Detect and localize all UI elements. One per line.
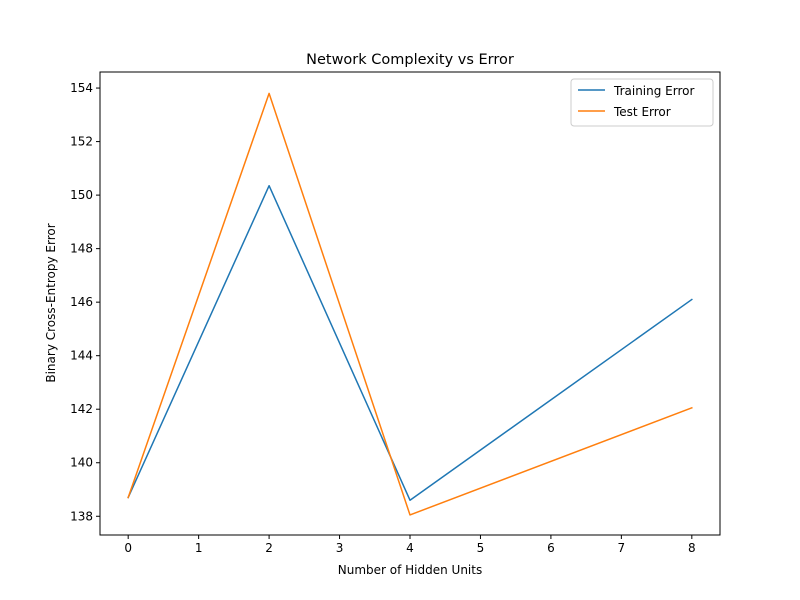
y-tick-label: 154 xyxy=(70,81,93,95)
x-tick-label: 2 xyxy=(265,541,273,555)
legend-frame xyxy=(570,78,714,127)
x-tick-label: 4 xyxy=(406,541,414,555)
x-tick-label: 0 xyxy=(124,541,132,555)
chart-title: Network Complexity vs Error xyxy=(306,52,514,68)
plot-area xyxy=(127,92,693,516)
axis-ticks: 0 1 2 3 4 5 6 7 8 138 140 142 144 146 148 150 152 154 xyxy=(70,81,696,555)
x-tick-label: 3 xyxy=(336,541,344,555)
x-axis-label: Number of Hidden Units xyxy=(338,563,482,577)
series-line-test-error xyxy=(127,92,693,516)
series-line-training-error xyxy=(127,184,693,501)
x-tick-label: 8 xyxy=(688,541,696,555)
y-tick-label: 150 xyxy=(70,188,93,202)
y-tick-label: 146 xyxy=(70,295,93,309)
y-tick-label: 142 xyxy=(70,402,93,416)
y-axis-label: Binary Cross-Entropy Error xyxy=(44,223,58,382)
y-tick-label: 144 xyxy=(70,349,93,363)
axes-frame xyxy=(99,71,721,536)
y-tick-label: 152 xyxy=(70,135,93,149)
y-tick-label: 148 xyxy=(70,242,93,256)
x-tick-label: 6 xyxy=(547,541,555,555)
x-tick-label: 7 xyxy=(618,541,626,555)
legend-label-training-error: Training Error xyxy=(613,84,694,98)
x-tick-label: 5 xyxy=(477,541,485,555)
legend: Training Error Test Error xyxy=(570,78,714,127)
y-tick-label: 140 xyxy=(70,456,93,470)
legend-label-test-error: Test Error xyxy=(613,105,671,119)
x-tick-label: 1 xyxy=(195,541,203,555)
y-tick-label: 138 xyxy=(70,509,93,523)
